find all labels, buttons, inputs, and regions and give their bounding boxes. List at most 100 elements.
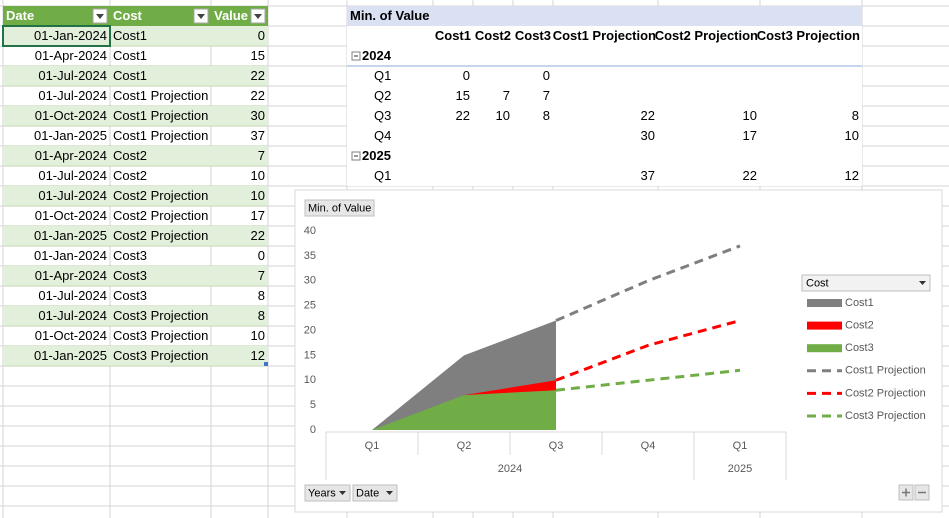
row-band	[3, 226, 268, 246]
cost-cell: Cost1	[113, 28, 147, 43]
field-button[interactable]	[352, 484, 398, 502]
value-cell: 0	[258, 28, 265, 43]
pivot-value: 0	[463, 68, 470, 83]
cost-cell: Cost3 Projection	[113, 328, 208, 343]
pivot-value: 17	[743, 128, 757, 143]
legend-label: Cost1 Projection	[845, 365, 926, 377]
legend-label: Cost3	[845, 342, 874, 354]
pivot-value: 8	[852, 108, 859, 123]
y-tick-label: 10	[304, 374, 316, 386]
value-cell: 7	[258, 268, 265, 283]
date-cell: 01-Jan-2024	[34, 28, 107, 43]
date-cell: 01-Jul-2024	[38, 188, 107, 203]
pivot-table: Min. of Value Cost1 Cost2 Cost3 Cost1 Projec…	[347, 6, 862, 186]
cost-cell: Cost3 Projection	[113, 348, 208, 363]
legend-label: Cost3 Projection	[845, 410, 926, 422]
y-tick-label: 0	[310, 424, 316, 436]
y-tick-label: 5	[310, 399, 316, 411]
value-cell: 22	[251, 68, 265, 83]
cost-cell: Cost2	[113, 148, 147, 163]
cost-cell: Cost1	[113, 68, 147, 83]
pivot-value: 10	[743, 108, 757, 123]
pivot-row-label: Q3	[374, 108, 391, 123]
pivot-value: 10	[496, 108, 510, 123]
value-cell: 30	[251, 108, 265, 123]
date-cell: 01-Jul-2024	[38, 308, 107, 323]
cost-cell: Cost2 Projection	[113, 228, 208, 243]
filter-arrow	[96, 14, 104, 19]
column-header: Cost	[113, 8, 143, 23]
legend-swatch	[807, 344, 842, 353]
date-cell: 01-Oct-2024	[35, 208, 107, 223]
pivot-title: Min. of Value	[350, 8, 429, 23]
pivot-body-bg	[347, 26, 862, 186]
value-cell: 7	[258, 148, 265, 163]
pivot-column-header: Cost3	[515, 28, 551, 43]
pivot-value: 37	[641, 168, 655, 183]
year-label: 2025	[728, 463, 752, 475]
dropdown-arrow	[919, 281, 926, 285]
column-header: Date	[6, 8, 34, 23]
row-band	[3, 66, 268, 86]
cost-cell: Cost2 Projection	[113, 208, 208, 223]
value-cell: 10	[251, 188, 265, 203]
cost-cell: Cost3	[113, 288, 147, 303]
field-button[interactable]	[304, 199, 375, 217]
value-cell: 10	[251, 168, 265, 183]
date-cell: 01-Jan-2025	[34, 348, 107, 363]
y-tick-label: 30	[304, 275, 316, 287]
row-band	[3, 306, 268, 326]
y-tick-label: 25	[304, 300, 316, 312]
projection-line	[555, 319, 741, 382]
resize-handle	[264, 362, 268, 366]
date-cell: 01-Jan-2025	[34, 128, 107, 143]
value-cell: 10	[251, 328, 265, 343]
date-cell: 01-Jan-2024	[34, 248, 107, 263]
value-cell: 17	[251, 208, 265, 223]
date-cell: 01-Jul-2024	[38, 168, 107, 183]
field-button-label: Years	[308, 487, 336, 499]
field-button[interactable]	[304, 484, 351, 502]
date-cell: 01-Jul-2024	[38, 288, 107, 303]
value-cell: 0	[258, 248, 265, 263]
projection-line	[555, 368, 741, 392]
pivot-value: 7	[543, 88, 550, 103]
value-cell: 22	[251, 88, 265, 103]
date-cell: 01-Apr-2024	[35, 48, 107, 63]
pivot-column-header: Cost2 Projection	[655, 28, 758, 43]
row-band	[3, 106, 268, 126]
legend-label: Cost2 Projection	[845, 387, 926, 399]
value-cell: 37	[251, 128, 265, 143]
pivot-value: 22	[743, 168, 757, 183]
pivot-column-header: Cost1 Projection	[553, 28, 656, 43]
pivot-column-header: Cost3 Projection	[757, 28, 860, 43]
pivot-value: 15	[456, 88, 470, 103]
pivot-year: 2025	[362, 148, 391, 163]
row-band	[3, 266, 268, 286]
cost-cell: Cost3 Projection	[113, 308, 208, 323]
cost-cell: Cost1 Projection	[113, 108, 208, 123]
filter-arrow	[197, 14, 205, 19]
x-tick-label: Q4	[641, 440, 656, 452]
pivot-title-bg	[347, 6, 862, 26]
value-cell: 8	[258, 308, 265, 323]
y-tick-label: 35	[304, 250, 316, 262]
legend-label: Cost2	[845, 320, 874, 332]
pivot-value: 22	[641, 108, 655, 123]
year-label: 2024	[498, 463, 522, 475]
field-button-label: Min. of Value	[308, 202, 371, 214]
pivot-value: 0	[543, 68, 550, 83]
y-tick-label: 15	[304, 349, 316, 361]
cost-cell: Cost2 Projection	[113, 188, 208, 203]
legend-swatch	[807, 299, 842, 307]
x-tick-label: Q1	[365, 440, 380, 452]
cost-cell: Cost3	[113, 268, 147, 283]
y-tick-label: 20	[304, 324, 316, 336]
pivot-column-header: Cost2	[475, 28, 511, 43]
date-cell: 01-Jul-2024	[38, 88, 107, 103]
legend-swatch	[807, 321, 842, 330]
legend-title-box[interactable]	[801, 274, 931, 292]
pivot-value: 30	[641, 128, 655, 143]
